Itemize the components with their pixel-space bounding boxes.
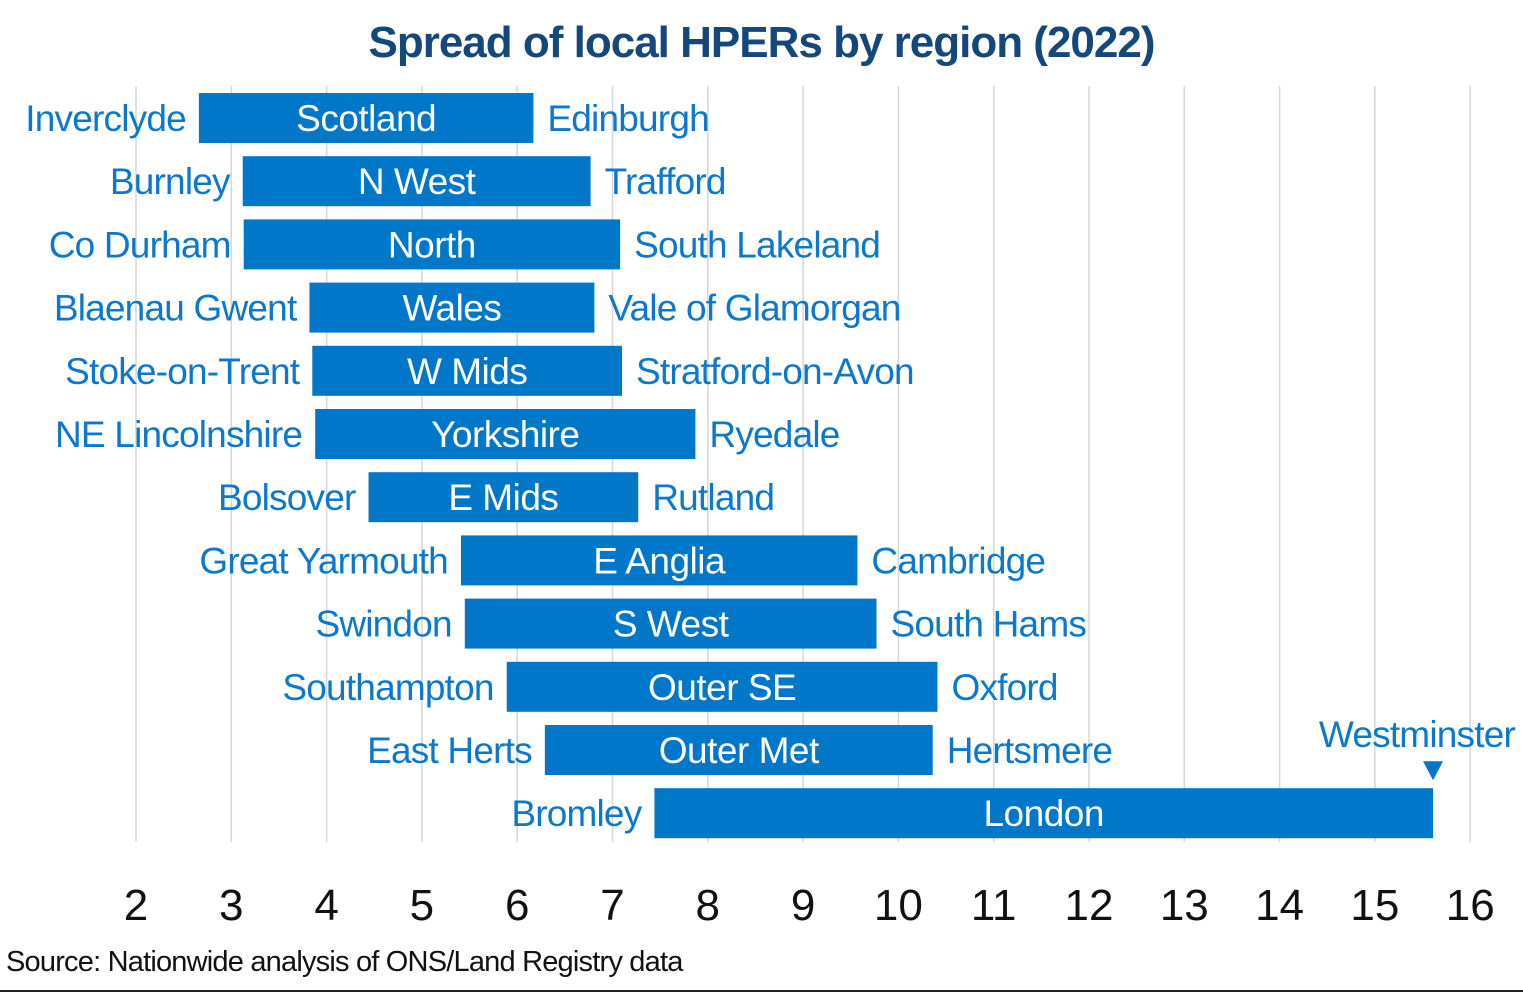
x-tick-label: 14 (1255, 881, 1304, 930)
bar-yorkshire (315, 409, 696, 459)
x-tick-label: 9 (791, 881, 815, 930)
high-area-label: Cambridge (871, 540, 1045, 581)
bar-s-west (464, 598, 877, 649)
x-tick-label: 11 (971, 881, 1017, 930)
bar-e-anglia (460, 535, 858, 586)
x-tick-label: 16 (1446, 881, 1495, 930)
high-area-label: Ryedale (709, 414, 839, 455)
high-area-label: Stratford-on-Avon (636, 351, 914, 392)
chart-title: Spread of local HPERs by region (2022) (368, 18, 1155, 67)
bar-outer-se (506, 661, 938, 712)
low-area-label: Burnley (110, 161, 231, 202)
bar-region-label: W Mids (407, 351, 527, 392)
x-tick-label: 13 (1160, 881, 1209, 930)
x-tick-label: 15 (1350, 881, 1399, 930)
bar-london (654, 788, 1434, 839)
low-area-label: Great Yarmouth (199, 540, 448, 581)
bar-region-label: Yorkshire (431, 414, 579, 455)
source-note: Source: Nationwide analysis of ONS/Land … (6, 946, 683, 978)
bar-scotland (198, 93, 534, 143)
high-area-label: Edinburgh (547, 98, 709, 139)
bar-outer-met (544, 725, 933, 775)
high-area-label: Trafford (605, 161, 726, 202)
high-area-label: Westminster (1319, 714, 1516, 755)
bar-e-mids (368, 472, 639, 523)
x-tick-label: 8 (696, 881, 720, 930)
bar-region-label: E Mids (448, 477, 558, 518)
x-tick-label: 4 (314, 881, 338, 930)
low-area-label: NE Lincolnshire (55, 414, 302, 455)
high-area-label: South Hams (890, 604, 1086, 645)
x-tick-label: 7 (600, 881, 624, 930)
x-tick-label: 3 (219, 881, 243, 930)
x-tick-label: 12 (1065, 881, 1114, 930)
low-area-label: Blaenau Gwent (54, 288, 298, 329)
bar-region-label: Scotland (296, 98, 436, 139)
x-tick-label: 10 (874, 881, 923, 930)
low-area-label: Bromley (511, 793, 642, 834)
bar-region-label: London (983, 793, 1103, 834)
bar-w-mids (312, 345, 623, 396)
bar-region-label: Wales (402, 288, 501, 329)
bar-region-label: Outer SE (648, 667, 796, 708)
x-tick-label: 2 (124, 881, 148, 930)
x-tick-label: 6 (505, 881, 529, 930)
low-area-label: Bolsover (218, 477, 356, 518)
low-area-label: East Herts (367, 730, 532, 771)
bottom-rule (0, 990, 1523, 992)
low-area-label: Swindon (315, 604, 451, 645)
low-area-label: Co Durham (49, 224, 231, 265)
high-area-label: Rutland (652, 477, 774, 518)
low-area-label: Inverclyde (25, 98, 186, 139)
marker-triangle-icon (1423, 761, 1444, 781)
high-area-label: Hertsmere (947, 730, 1113, 771)
high-area-label: Vale of Glamorgan (608, 288, 900, 329)
bar-wales (309, 282, 595, 333)
x-tick-label: 5 (410, 881, 434, 930)
high-area-label: South Lakeland (634, 224, 880, 265)
bar-region-label: North (388, 224, 476, 265)
bar-n-west (242, 156, 591, 207)
bar-north (243, 219, 621, 270)
low-area-label: Stoke-on-Trent (65, 351, 301, 392)
low-area-label: Southampton (282, 667, 493, 708)
bar-region-label: Outer Met (659, 730, 820, 771)
bar-region-label: E Anglia (593, 540, 726, 581)
bar-region-label: N West (358, 161, 477, 202)
high-area-label: Oxford (951, 667, 1057, 708)
bar-region-label: S West (613, 604, 730, 645)
